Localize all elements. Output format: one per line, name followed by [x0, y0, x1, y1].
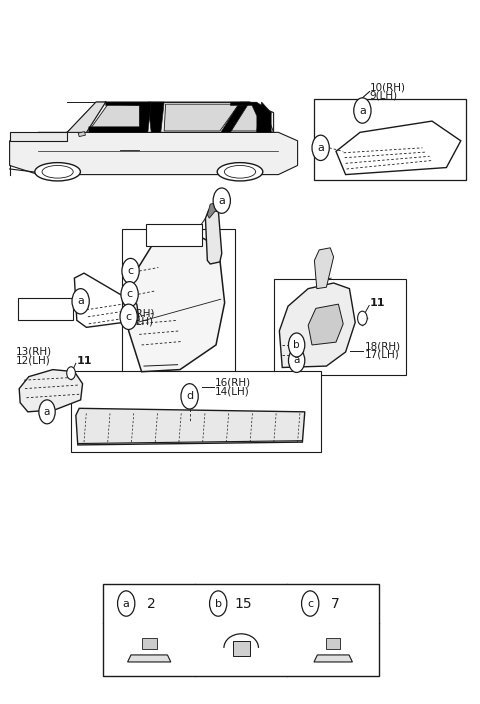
Polygon shape	[326, 638, 340, 649]
Circle shape	[72, 289, 89, 314]
Polygon shape	[230, 102, 271, 132]
Polygon shape	[250, 102, 274, 132]
Text: 12(LH): 12(LH)	[16, 356, 50, 365]
Circle shape	[181, 384, 198, 409]
Polygon shape	[10, 132, 67, 141]
Circle shape	[301, 591, 319, 616]
Polygon shape	[67, 102, 106, 132]
Polygon shape	[314, 655, 352, 662]
Text: 18(RH): 18(RH)	[365, 341, 401, 351]
Polygon shape	[207, 203, 218, 218]
Polygon shape	[314, 248, 334, 289]
Circle shape	[312, 135, 329, 161]
Polygon shape	[89, 102, 151, 132]
FancyBboxPatch shape	[103, 584, 379, 676]
Text: 16(RH): 16(RH)	[215, 378, 251, 388]
Text: 15: 15	[234, 596, 252, 610]
Text: 6(LH): 6(LH)	[125, 317, 153, 327]
Circle shape	[213, 188, 230, 213]
Text: 9(LH): 9(LH)	[370, 91, 398, 101]
Text: a: a	[77, 296, 84, 306]
Text: 5(RH): 5(RH)	[149, 226, 178, 236]
FancyBboxPatch shape	[122, 229, 235, 377]
Text: 3(RH): 3(RH)	[21, 300, 50, 310]
Text: a: a	[123, 598, 130, 608]
Text: 1(LH): 1(LH)	[21, 308, 49, 318]
Text: b: b	[293, 340, 300, 350]
Text: 8(RH): 8(RH)	[125, 308, 154, 318]
Circle shape	[210, 591, 227, 616]
Circle shape	[118, 591, 135, 616]
FancyBboxPatch shape	[146, 224, 202, 246]
Text: 13(RH): 13(RH)	[16, 347, 52, 357]
Polygon shape	[78, 132, 85, 137]
Text: d: d	[186, 391, 193, 401]
Polygon shape	[148, 102, 164, 132]
Polygon shape	[128, 655, 171, 662]
Text: a: a	[218, 196, 225, 206]
Circle shape	[288, 348, 305, 372]
Polygon shape	[10, 132, 298, 175]
FancyBboxPatch shape	[274, 279, 406, 375]
Polygon shape	[279, 283, 355, 367]
Text: 11: 11	[77, 356, 92, 366]
Text: a: a	[317, 143, 324, 153]
FancyBboxPatch shape	[71, 371, 321, 452]
Text: 7: 7	[331, 596, 339, 610]
Text: 10(RH): 10(RH)	[370, 82, 406, 92]
Circle shape	[354, 98, 371, 123]
Polygon shape	[129, 234, 225, 372]
Polygon shape	[205, 210, 222, 264]
Polygon shape	[231, 104, 260, 131]
Polygon shape	[221, 102, 250, 132]
Polygon shape	[89, 104, 148, 131]
Polygon shape	[76, 408, 305, 445]
Circle shape	[358, 311, 367, 325]
Polygon shape	[142, 638, 157, 649]
FancyBboxPatch shape	[18, 298, 73, 320]
Text: b: b	[215, 598, 222, 608]
Text: 17(LH): 17(LH)	[365, 350, 399, 360]
Text: 14(LH): 14(LH)	[215, 386, 250, 396]
Circle shape	[120, 304, 137, 329]
Text: c: c	[307, 598, 313, 608]
Circle shape	[39, 400, 55, 424]
Ellipse shape	[217, 163, 263, 181]
Circle shape	[288, 333, 305, 357]
Text: 11: 11	[370, 298, 385, 308]
Text: 4(LH): 4(LH)	[149, 234, 177, 244]
Circle shape	[121, 282, 138, 307]
Polygon shape	[19, 370, 83, 412]
Circle shape	[67, 367, 75, 379]
Text: c: c	[127, 289, 132, 299]
FancyBboxPatch shape	[232, 641, 250, 656]
Circle shape	[122, 258, 139, 284]
FancyBboxPatch shape	[314, 99, 466, 180]
Polygon shape	[67, 102, 274, 132]
Text: 2: 2	[147, 596, 156, 610]
Text: a: a	[293, 356, 300, 365]
Text: c: c	[128, 266, 133, 276]
Ellipse shape	[35, 163, 80, 181]
Text: a: a	[359, 106, 366, 115]
Polygon shape	[164, 104, 239, 131]
Polygon shape	[308, 304, 343, 345]
Polygon shape	[257, 102, 271, 132]
Text: a: a	[44, 407, 50, 417]
Text: c: c	[126, 312, 132, 322]
